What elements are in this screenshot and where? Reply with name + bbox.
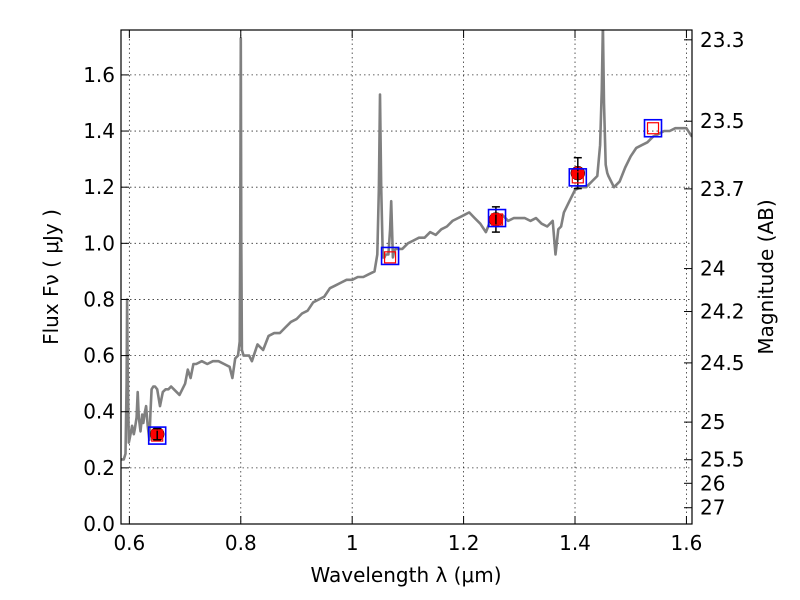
grid-layer (121, 30, 692, 525)
model-square-blue (643, 118, 663, 138)
x-tick-label: 0.6 (113, 531, 145, 555)
model-square-red (490, 213, 504, 226)
model-square-red (571, 171, 584, 184)
model-square-blue (487, 208, 507, 228)
y-tick-label: 0.6 (83, 344, 115, 368)
right-tick-label: 26 (700, 471, 725, 495)
x-tick-label: 1 (346, 531, 359, 555)
series-group (121, 30, 692, 461)
y-tick-label: 1.0 (83, 231, 115, 255)
y-axis-label: Flux Fν ( μJy ) (39, 209, 63, 345)
y-tick-label: 1.6 (83, 63, 115, 87)
x-tick-label: 1.4 (559, 531, 591, 555)
y-tick-label: 0.0 (83, 512, 115, 536)
x-tick-label: 1.6 (671, 531, 703, 555)
model-square-blue (147, 426, 167, 445)
y-axis-label-right: Magnitude (AB) (754, 199, 778, 354)
right-tick-label: 25.5 (700, 448, 745, 472)
y-tick-label: 1.2 (83, 175, 115, 199)
right-tick-label: 24.2 (700, 300, 745, 324)
x-axis-label: Wavelength λ (μm) (310, 563, 501, 587)
tick-layer: 0.6 0.8 1 1.2 1.4 1.6 0.0 0.2 0.4 0.6 0.8 1.0 1.2 1.4… (83, 28, 744, 555)
y-tick-label: 0.2 (83, 456, 115, 480)
right-tick-label: 24 (700, 257, 725, 281)
right-tick-label: 23.5 (700, 109, 745, 133)
right-tick-label: 24.5 (700, 351, 745, 375)
right-tick-label: 25 (700, 410, 725, 434)
y-tick-label: 0.4 (83, 400, 115, 424)
model-square-red (383, 251, 397, 264)
x-tick-label: 1.2 (448, 531, 480, 555)
x-tick-label: 0.8 (225, 531, 257, 555)
spectrum-line (121, 30, 692, 461)
model-square-red (151, 429, 164, 442)
plot-frame (120, 29, 693, 525)
series-layer (121, 30, 692, 461)
model-square-red (646, 122, 660, 135)
y-tick-label: 1.4 (83, 119, 115, 143)
model-square-blue (568, 168, 588, 187)
model-square-blue (380, 246, 400, 266)
right-tick-label: 27 (700, 496, 725, 520)
y-tick-label: 0.8 (83, 287, 115, 311)
right-tick-label: 23.3 (700, 28, 745, 52)
right-tick-label: 23.7 (700, 177, 745, 201)
